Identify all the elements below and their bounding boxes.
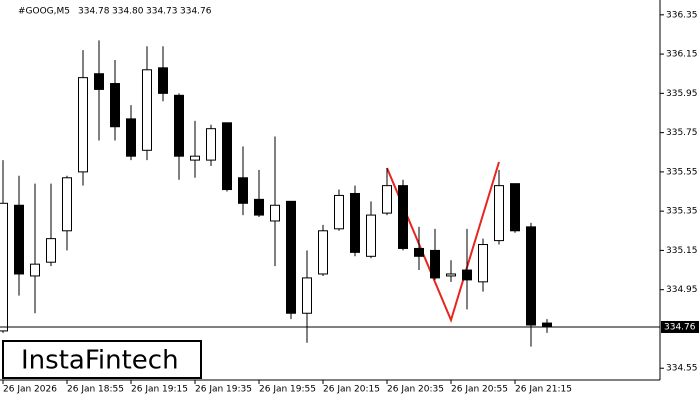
candle-body [174,94,184,157]
candle-body [542,322,552,328]
candle-body [286,200,296,314]
candle-body [430,249,440,279]
y-tick-label: 336.15 [666,50,698,60]
pattern-line [386,161,500,323]
x-tick-label: 26 Jan 20:55 [451,385,508,395]
y-tick-label: 335.15 [666,246,698,256]
y-tick-label: 336.35 [666,10,698,20]
candle-body [382,185,392,214]
candle-body [254,198,264,216]
candles [0,40,552,347]
x-tick-label: 26 Jan 19:55 [259,385,316,395]
x-tick-label: 26 Jan 18:55 [67,385,124,395]
y-tick-label: 335.35 [666,207,698,217]
candle-body [414,247,424,257]
header-value: 334.76 [180,7,212,17]
candle-body [0,202,8,332]
candle-body [222,122,232,191]
header-value: 334.73 [146,7,178,17]
candle-body [366,214,376,257]
candle-body [142,69,152,151]
candle-body [110,83,120,128]
candle-body [302,277,312,314]
candle-body [158,67,168,94]
candle-body [350,192,360,253]
header-value: 334.80 [112,7,144,17]
candle-body [510,183,520,232]
x-tick-label: 26 Jan 19:35 [195,385,252,395]
candle-body [206,128,216,161]
y-tick-label: 335.55 [666,167,698,177]
candle-body [14,204,24,275]
candle-body [478,244,488,283]
candle-body [62,177,72,232]
x-tick-label: 26 Jan 20:15 [323,385,380,395]
y-tick-label: 334.55 [666,364,698,374]
candle-body [270,204,280,222]
candle-body [238,177,248,204]
y-tick-label: 335.75 [666,128,698,138]
chart-title: #GOOG,M5 [18,7,70,17]
x-tick-label: 26 Jan 2026 [3,385,57,395]
candle-body [46,238,56,263]
candle-body [190,155,200,161]
header-value: 334.78 [78,7,110,17]
candle-body [334,194,344,230]
candle-body [398,185,408,249]
x-tick-label: 26 Jan 19:15 [131,385,188,395]
candle-body [318,230,328,275]
candle-body [494,185,504,242]
candle-body [94,73,104,90]
x-tick-label: 26 Jan 21:15 [515,385,572,395]
watermark: InstaFintech [21,346,179,376]
candle-body [30,263,40,277]
price-label: 334.76 [664,322,696,332]
price-label-box [661,320,699,333]
candle-body [126,118,136,157]
candle-body [462,269,472,281]
candle-body [446,273,456,277]
y-tick-label: 335.95 [666,89,698,99]
watermark-box [2,340,202,379]
candle-body [526,226,536,326]
candle-body [78,77,88,173]
x-tick-label: 26 Jan 20:35 [387,385,444,395]
y-tick-label: 334.95 [666,285,698,295]
